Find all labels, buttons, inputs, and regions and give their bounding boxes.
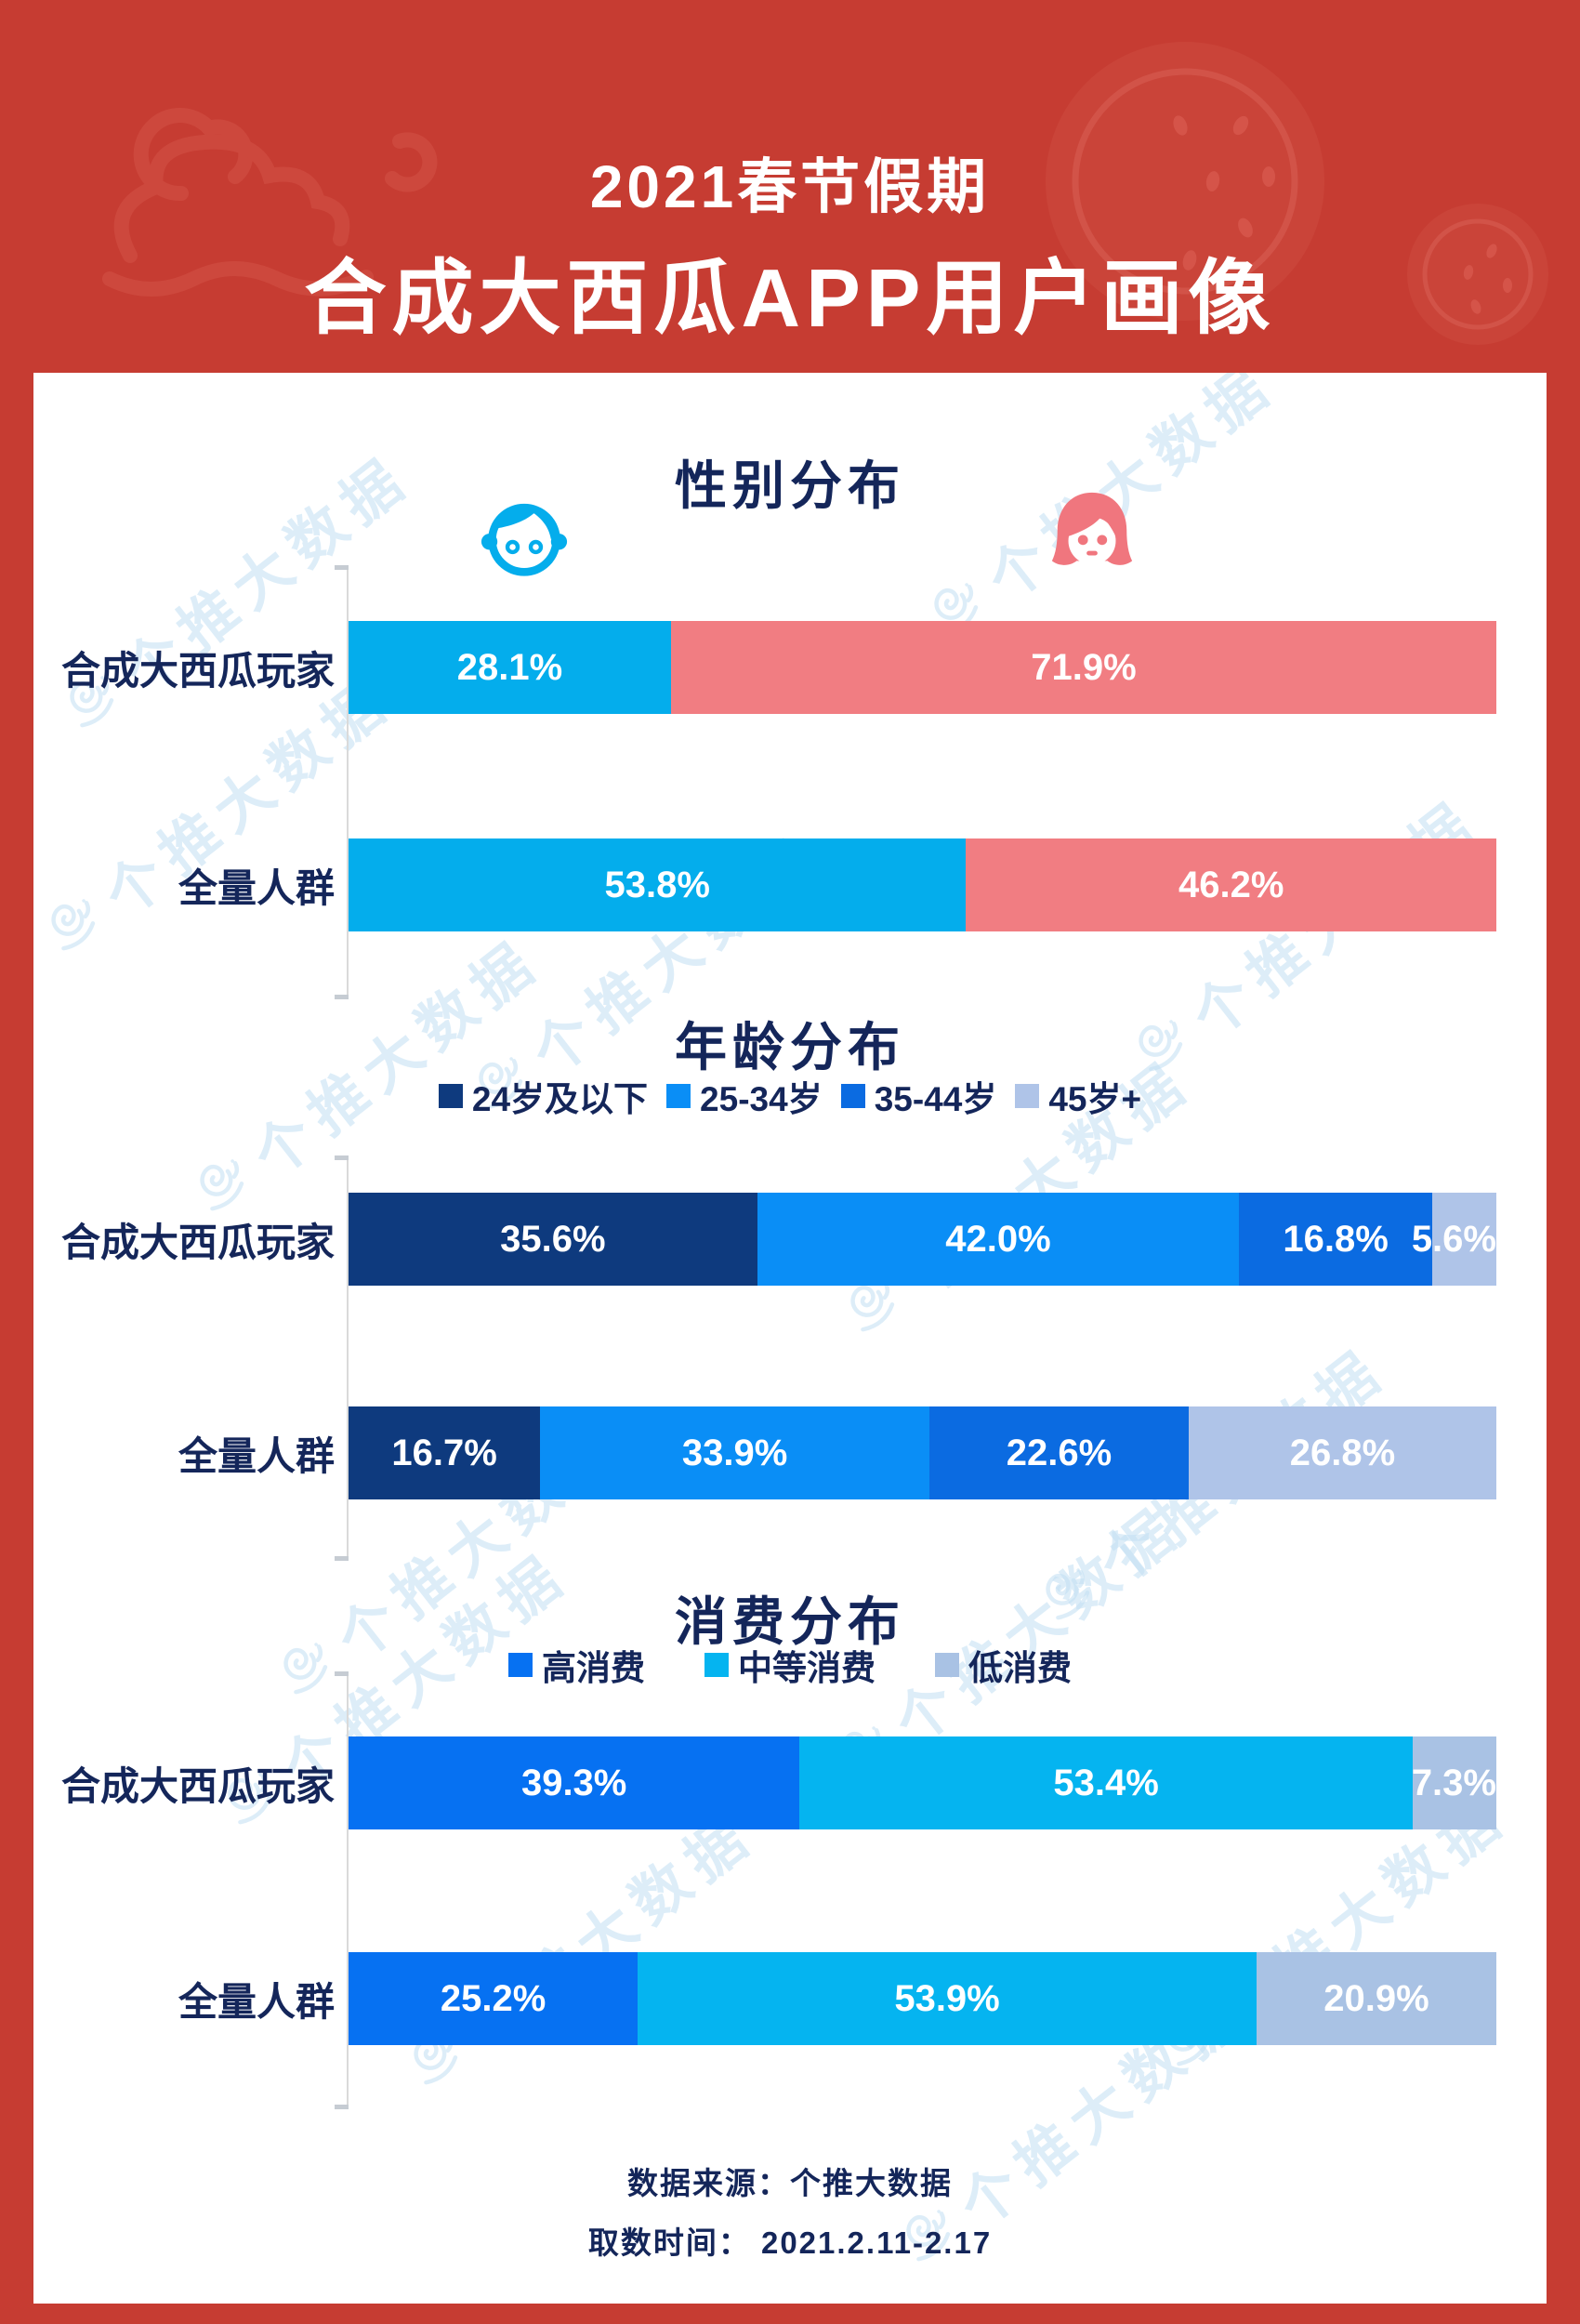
consumption-chart-title: 消费分布 bbox=[675, 1592, 905, 1651]
bar-segment-25-34岁: 42.0% bbox=[757, 1193, 1240, 1286]
footer-data-source: 数据来源：个推大数据 bbox=[627, 2166, 953, 2200]
age-chart-title: 年龄分布 bbox=[675, 1018, 905, 1076]
axis-tick bbox=[335, 2105, 349, 2109]
bar-segment-中等消费: 53.9% bbox=[638, 1952, 1257, 2045]
getui-snail-icon bbox=[1017, 1545, 1119, 1650]
legend-swatch bbox=[935, 1653, 959, 1677]
header-title-line1: 2021春节假期 bbox=[589, 153, 991, 220]
legend-label: 25-34岁 bbox=[700, 1080, 823, 1118]
legend-swatch bbox=[840, 1084, 865, 1108]
bar-segment-高消费: 39.3% bbox=[349, 1736, 800, 1829]
getui-snail-icon bbox=[255, 1619, 357, 1724]
bar-segment-24岁及以下: 16.7% bbox=[349, 1406, 541, 1499]
getui-snail-icon bbox=[877, 2186, 980, 2291]
legend-label: 35-44岁 bbox=[874, 1080, 997, 1118]
legend-label: 45岁+ bbox=[1048, 1080, 1142, 1118]
bar-segment-male: 28.1% bbox=[349, 621, 672, 714]
legend-swatch bbox=[666, 1084, 691, 1108]
watermelon-icon bbox=[1041, 37, 1329, 330]
chart-axis bbox=[347, 1157, 349, 1559]
watermark: 个推大数据 bbox=[170, 915, 556, 1242]
bar-segment-高消费: 25.2% bbox=[349, 1952, 639, 2045]
legend-label: 中等消费 bbox=[738, 1649, 876, 1687]
girl-icon bbox=[1047, 487, 1138, 583]
bar-segment-35-44岁: 16.8% bbox=[1239, 1193, 1432, 1286]
legend-item: 高消费 bbox=[508, 1640, 645, 1690]
bar-segment-24岁及以下: 35.6% bbox=[349, 1193, 757, 1286]
chart-axis bbox=[347, 1673, 349, 2107]
getui-snail-icon bbox=[1110, 997, 1212, 1102]
gender-chart-title: 性别分布 bbox=[675, 456, 905, 515]
chart-axis bbox=[347, 567, 349, 997]
legend-label: 24岁及以下 bbox=[471, 1080, 649, 1118]
bar-segment-35-44岁: 22.6% bbox=[928, 1406, 1190, 1499]
cloud-icon bbox=[93, 84, 530, 307]
watermark: 个推大数据 bbox=[876, 1965, 1262, 2292]
row-label: 合成大西瓜玩家 bbox=[60, 1763, 335, 1808]
legend-swatch bbox=[1015, 1084, 1040, 1108]
watermark: 个推大数据 bbox=[40, 431, 426, 759]
axis-tick bbox=[335, 1155, 349, 1160]
bar-segment-25-34岁: 33.9% bbox=[540, 1406, 929, 1499]
watermark: 个推大数据 bbox=[33, 654, 406, 982]
getui-snail-icon bbox=[199, 1750, 301, 1855]
legend-swatch bbox=[704, 1653, 729, 1677]
watermark: 个推大数据 bbox=[198, 1528, 584, 1855]
legend-item: 低消费 bbox=[935, 1640, 1072, 1690]
getui-snail-icon bbox=[450, 1034, 552, 1139]
getui-snail-icon bbox=[33, 876, 125, 981]
bar-segment-female: 46.2% bbox=[966, 838, 1496, 931]
legend-label: 低消费 bbox=[968, 1649, 1072, 1687]
footer-data-period: 取数时间： 2021.2.11-2.17 bbox=[587, 2225, 993, 2260]
row-label: 全量人群 bbox=[178, 1433, 335, 1478]
watermark: 个推大数据 bbox=[254, 1398, 639, 1725]
legend-item: 24岁及以下 bbox=[438, 1071, 649, 1121]
bar-segment-45岁+: 26.8% bbox=[1189, 1406, 1496, 1499]
boy-icon bbox=[480, 491, 569, 585]
bar-segment-45岁+: 5.6% bbox=[1412, 1193, 1496, 1286]
watermelon-small-icon bbox=[1403, 200, 1552, 353]
legend-label: 高消费 bbox=[542, 1649, 645, 1687]
row-label: 全量人群 bbox=[178, 1979, 335, 2024]
legend-item: 25-34岁 bbox=[666, 1071, 823, 1121]
row-label: 全量人群 bbox=[178, 865, 335, 910]
legend-item: 35-44岁 bbox=[840, 1071, 997, 1121]
axis-tick bbox=[335, 1671, 349, 1676]
legend-item: 45岁+ bbox=[1015, 1071, 1141, 1121]
axis-tick bbox=[335, 995, 349, 999]
bar-segment-male: 53.8% bbox=[349, 838, 967, 931]
legend-swatch bbox=[508, 1653, 533, 1677]
axis-tick bbox=[335, 565, 349, 570]
getui-snail-icon bbox=[171, 1136, 273, 1241]
legend-swatch bbox=[438, 1084, 463, 1108]
watermark: 个推大数据 bbox=[1016, 1324, 1402, 1651]
consumption-legend: 高消费 中等消费 低消费 bbox=[33, 1640, 1547, 1690]
bar-segment-低消费: 7.3% bbox=[1412, 1736, 1496, 1829]
row-label: 合成大西瓜玩家 bbox=[60, 648, 335, 693]
bar-segment-female: 71.9% bbox=[671, 621, 1496, 714]
age-legend: 24岁及以下 25-34岁 35-44岁 45岁+ bbox=[33, 1071, 1547, 1121]
watermark: 个推大数据 bbox=[449, 812, 835, 1140]
watermark: 个推大数据 bbox=[1109, 775, 1494, 1103]
row-label: 合成大西瓜玩家 bbox=[60, 1220, 335, 1264]
bar-segment-低消费: 20.9% bbox=[1256, 1952, 1496, 2045]
bar-segment-中等消费: 53.4% bbox=[799, 1736, 1413, 1829]
axis-tick bbox=[335, 1556, 349, 1561]
getui-snail-icon bbox=[41, 653, 143, 758]
header-title-line2: 合成大西瓜APP用户画像 bbox=[304, 252, 1276, 344]
legend-item: 中等消费 bbox=[704, 1640, 876, 1690]
